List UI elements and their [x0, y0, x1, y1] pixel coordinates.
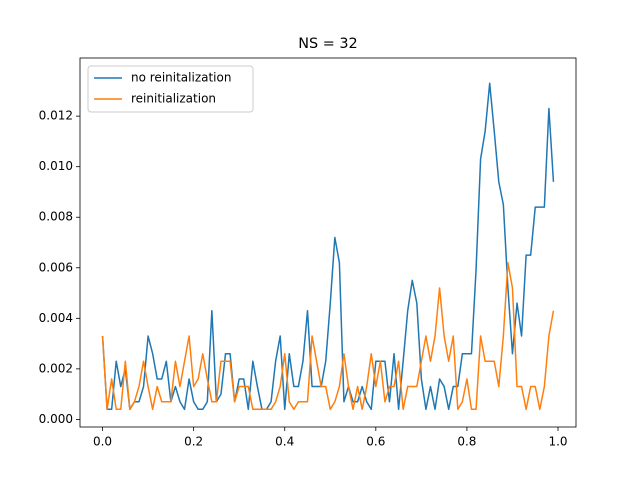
x-tick-label: 1.0	[548, 435, 567, 449]
y-tick-label: 0.002	[39, 361, 73, 375]
x-tick-label: 0.0	[93, 435, 112, 449]
series-line	[101, 261, 555, 411]
series-line	[101, 82, 555, 411]
x-tick-label: 0.4	[275, 435, 294, 449]
y-tick-label: 0.000	[39, 412, 73, 426]
legend-label: reinitialization	[131, 92, 216, 106]
y-tick-label: 0.006	[39, 260, 73, 274]
chart-title: NS = 32	[298, 36, 357, 52]
legend-label: no reinitalization	[131, 71, 231, 85]
plot-frame	[79, 57, 577, 428]
x-tick-label: 0.2	[184, 435, 203, 449]
x-tick-label: 0.8	[457, 435, 476, 449]
legend-box	[87, 65, 254, 113]
y-tick-label: 0.012	[39, 109, 73, 123]
y-tick-label: 0.008	[39, 210, 73, 224]
y-tick-label: 0.004	[39, 311, 73, 325]
x-tick-label: 0.6	[366, 435, 385, 449]
y-tick-label: 0.010	[39, 159, 73, 173]
